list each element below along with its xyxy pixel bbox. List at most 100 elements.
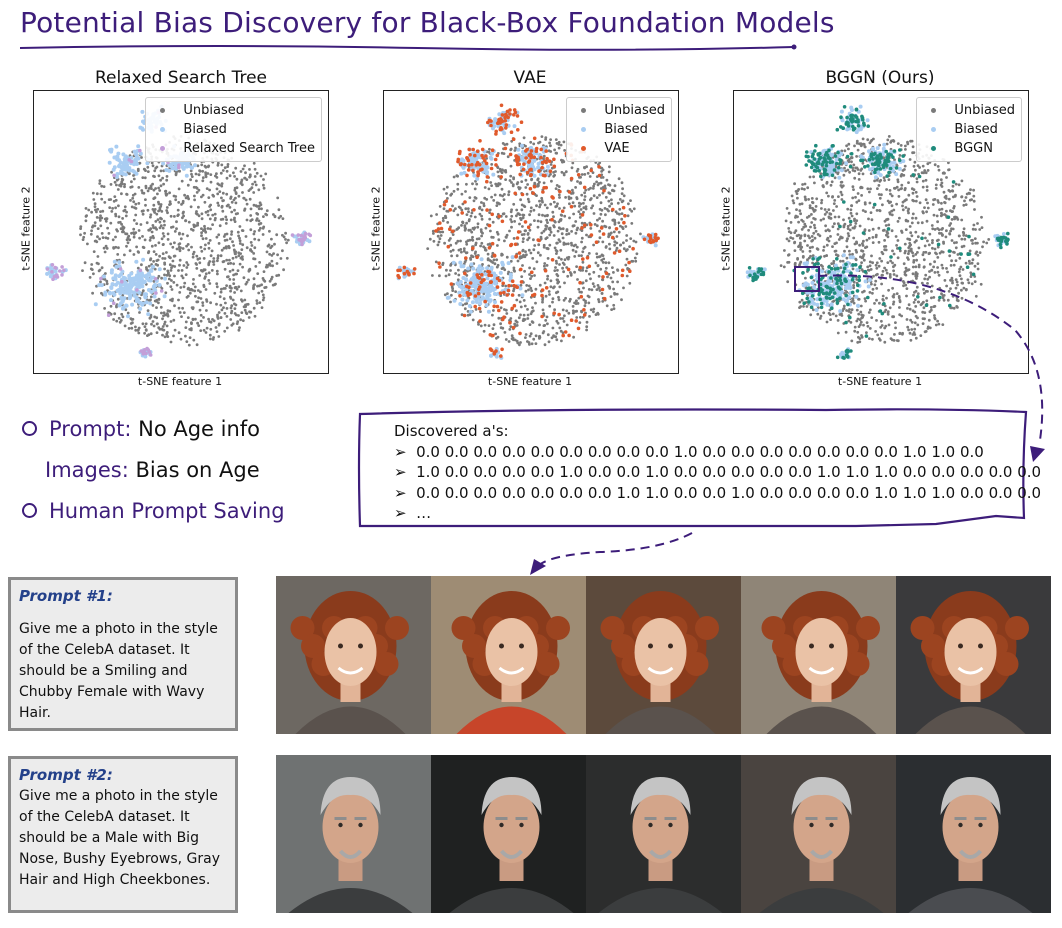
unbiased-point: [604, 225, 608, 229]
unbiased-point: [973, 264, 977, 268]
unbiased-point: [215, 330, 219, 333]
unbiased-point: [164, 291, 168, 295]
unbiased-point: [152, 324, 156, 328]
unbiased-point: [868, 201, 872, 205]
unbiased-point: [522, 204, 526, 208]
unbiased-point: [972, 194, 976, 198]
unbiased-point: [815, 247, 819, 251]
method-point: [532, 292, 537, 297]
unbiased-point: [504, 215, 508, 218]
unbiased-point: [259, 222, 263, 225]
unbiased-point: [154, 220, 158, 223]
unbiased-point: [167, 255, 171, 259]
unbiased-point: [499, 322, 502, 326]
unbiased-point: [583, 198, 586, 202]
unbiased-point: [908, 237, 911, 241]
unbiased-point: [116, 297, 120, 301]
unbiased-point: [495, 204, 499, 207]
unbiased-point: [512, 266, 516, 270]
unbiased-point: [588, 175, 592, 178]
unbiased-point: [808, 249, 812, 253]
method-point: [631, 246, 635, 251]
unbiased-point: [438, 274, 441, 278]
unbiased-point: [159, 305, 163, 309]
unbiased-point: [209, 180, 213, 184]
unbiased-point: [474, 308, 478, 311]
unbiased-point: [274, 282, 277, 286]
unbiased-point: [900, 187, 903, 190]
unbiased-point: [204, 171, 208, 175]
unbiased-point: [556, 274, 560, 278]
unbiased-point: [161, 226, 165, 230]
unbiased-point: [841, 259, 845, 263]
unbiased-point: [905, 198, 908, 202]
method-point: [531, 191, 535, 195]
unbiased-point: [507, 340, 511, 343]
unbiased-point: [262, 215, 265, 218]
unbiased-point: [875, 287, 879, 290]
unbiased-point: [470, 230, 474, 234]
unbiased-point: [923, 206, 926, 209]
unbiased-point: [608, 285, 611, 289]
unbiased-point: [187, 248, 191, 252]
unbiased-point: [508, 328, 512, 331]
unbiased-point: [191, 318, 195, 321]
biased-point: [470, 300, 475, 305]
unbiased-point: [911, 145, 915, 149]
unbiased-point: [922, 306, 926, 310]
unbiased-point: [848, 249, 851, 253]
biased-point: [186, 164, 191, 168]
unbiased-point: [925, 299, 929, 303]
unbiased-point: [798, 236, 802, 240]
unbiased-point: [169, 214, 173, 218]
method-point: [467, 147, 471, 152]
unbiased-point: [182, 311, 186, 314]
unbiased-point: [820, 198, 824, 202]
unbiased-point: [611, 266, 614, 269]
unbiased-point: [544, 136, 548, 139]
method-point: [526, 225, 531, 229]
method-point: [492, 350, 497, 355]
unbiased-point: [538, 205, 541, 209]
unbiased-point: [889, 192, 892, 196]
unbiased-point: [796, 196, 799, 200]
unbiased-point: [532, 337, 536, 341]
unbiased-point: [206, 227, 210, 230]
unbiased-point: [106, 226, 109, 230]
unbiased-point: [79, 233, 82, 237]
unbiased-point: [845, 256, 849, 260]
unbiased-point: [152, 260, 155, 263]
unbiased-point: [165, 334, 169, 338]
unbiased-point: [824, 224, 827, 228]
unbiased-point: [145, 221, 149, 225]
unbiased-point: [240, 248, 244, 252]
unbiased-point: [454, 272, 457, 275]
unbiased-point: [962, 286, 966, 290]
unbiased-point: [434, 260, 438, 264]
unbiased-point: [157, 241, 161, 245]
unbiased-point: [244, 198, 248, 202]
unbiased-point: [199, 269, 203, 272]
unbiased-point: [620, 212, 624, 215]
unbiased-point: [210, 249, 214, 253]
unbiased-point: [163, 322, 166, 326]
method-point: [517, 251, 522, 255]
unbiased-point: [104, 244, 108, 248]
unbiased-point: [465, 302, 469, 305]
unbiased-point: [178, 291, 182, 294]
unbiased-point: [147, 187, 151, 190]
tsne-plot-vae: Unbiased Biased VAE: [383, 90, 679, 374]
method-point: [129, 159, 134, 164]
unbiased-point: [206, 213, 210, 217]
unbiased-point: [582, 201, 585, 205]
unbiased-point: [585, 165, 588, 169]
unbiased-point: [859, 255, 862, 259]
unbiased-point: [527, 288, 530, 292]
unbiased-point: [173, 328, 177, 332]
unbiased-point: [115, 319, 119, 323]
unbiased-point: [625, 274, 629, 278]
unbiased-point: [836, 233, 840, 236]
unbiased-point: [904, 206, 908, 209]
unbiased-point: [869, 187, 872, 191]
unbiased-point: [947, 197, 951, 201]
